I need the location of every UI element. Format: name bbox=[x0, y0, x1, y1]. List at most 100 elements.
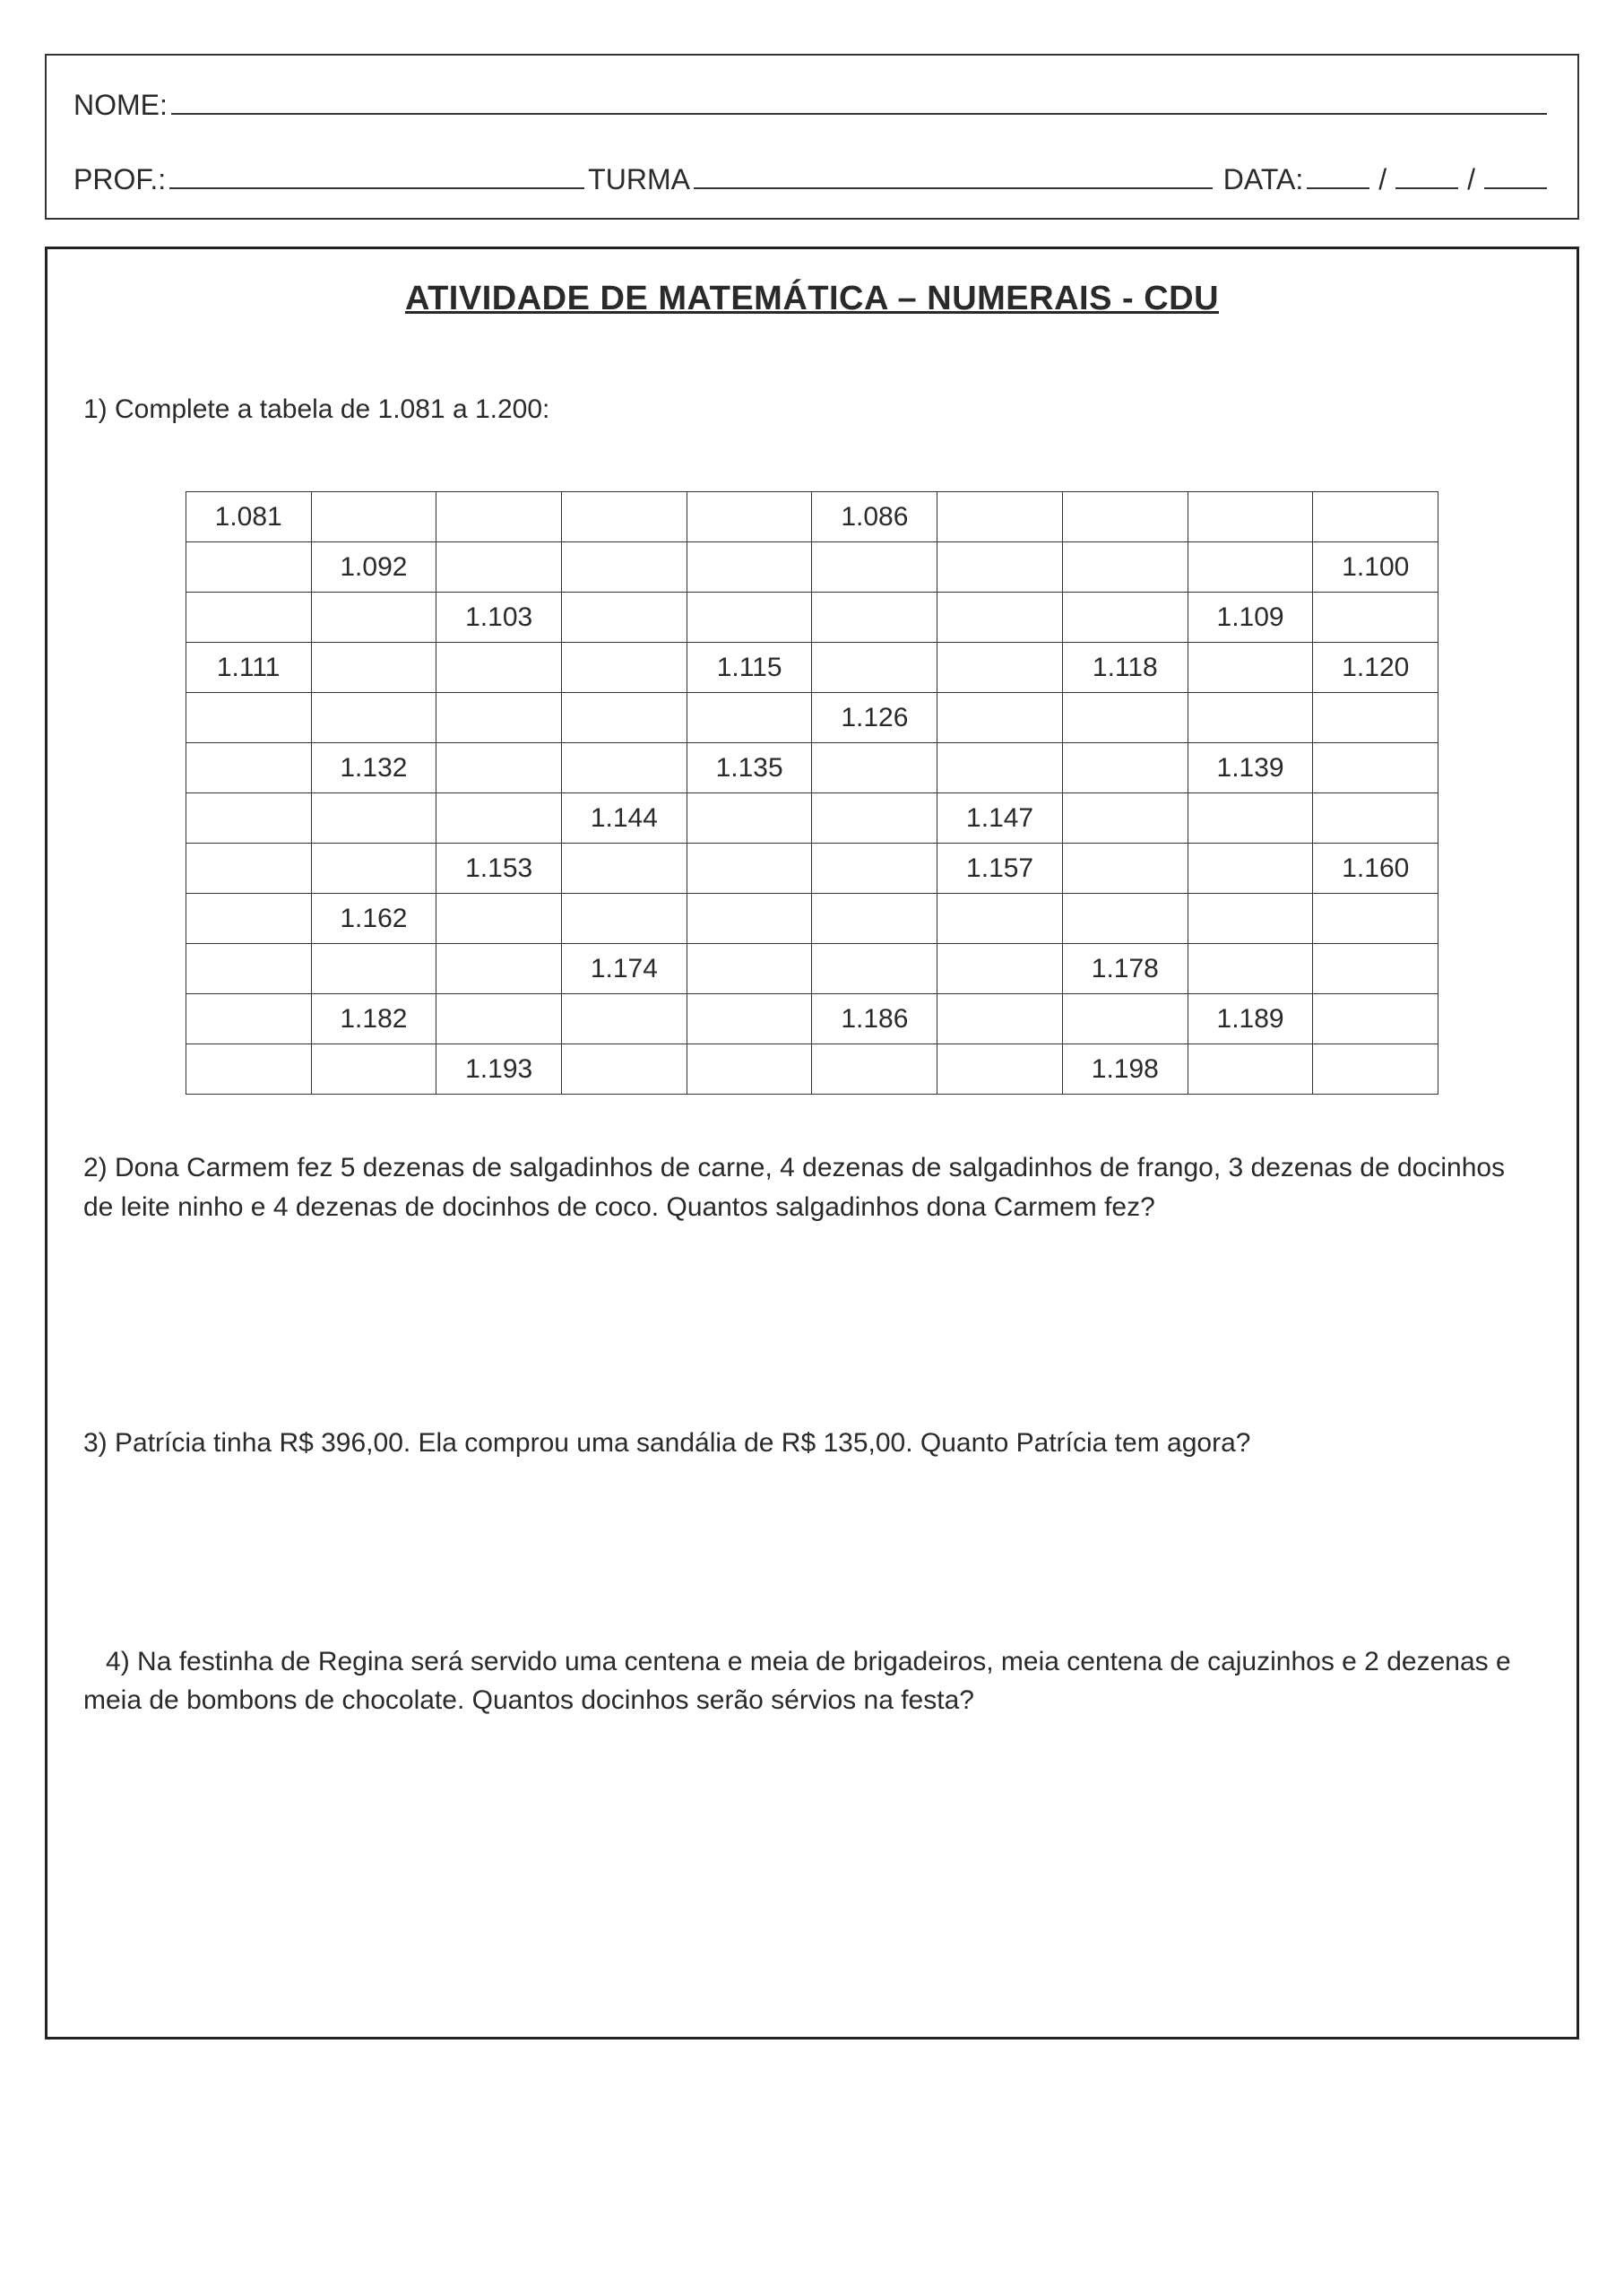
table-cell[interactable] bbox=[1313, 1044, 1438, 1095]
table-cell[interactable] bbox=[562, 542, 687, 593]
nome-field[interactable] bbox=[171, 81, 1547, 115]
table-cell[interactable] bbox=[562, 693, 687, 743]
table-cell[interactable] bbox=[937, 593, 1063, 643]
table-cell[interactable] bbox=[311, 492, 436, 542]
table-cell[interactable] bbox=[311, 1044, 436, 1095]
table-cell[interactable] bbox=[937, 643, 1063, 693]
table-cell[interactable] bbox=[186, 743, 311, 793]
table-cell[interactable] bbox=[1188, 1044, 1313, 1095]
table-cell[interactable] bbox=[562, 1044, 687, 1095]
table-cell[interactable] bbox=[687, 894, 812, 944]
table-cell[interactable] bbox=[812, 593, 937, 643]
table-cell[interactable] bbox=[436, 542, 562, 593]
table-cell[interactable] bbox=[311, 693, 436, 743]
table-cell[interactable] bbox=[687, 994, 812, 1044]
table-cell[interactable] bbox=[937, 492, 1063, 542]
table-cell[interactable] bbox=[1313, 894, 1438, 944]
table-cell[interactable] bbox=[937, 944, 1063, 994]
table-cell[interactable] bbox=[1188, 793, 1313, 844]
table-cell[interactable] bbox=[186, 844, 311, 894]
table-cell[interactable] bbox=[812, 743, 937, 793]
prof-field[interactable] bbox=[169, 154, 584, 188]
table-cell[interactable] bbox=[1188, 844, 1313, 894]
table-cell[interactable] bbox=[1188, 492, 1313, 542]
table-cell[interactable] bbox=[186, 793, 311, 844]
table-cell[interactable] bbox=[436, 894, 562, 944]
table-cell[interactable] bbox=[937, 894, 1063, 944]
table-cell[interactable] bbox=[1313, 693, 1438, 743]
table-cell[interactable] bbox=[687, 844, 812, 894]
table-cell[interactable] bbox=[812, 844, 937, 894]
table-cell[interactable] bbox=[311, 944, 436, 994]
table-cell[interactable] bbox=[562, 643, 687, 693]
table-cell[interactable] bbox=[436, 492, 562, 542]
table-cell[interactable] bbox=[562, 994, 687, 1044]
answer-space-3[interactable] bbox=[83, 1517, 1541, 1642]
table-cell[interactable] bbox=[687, 1044, 812, 1095]
table-cell[interactable] bbox=[186, 593, 311, 643]
table-cell[interactable] bbox=[937, 994, 1063, 1044]
table-cell[interactable] bbox=[1062, 793, 1188, 844]
table-cell[interactable] bbox=[1313, 743, 1438, 793]
table-cell[interactable] bbox=[186, 693, 311, 743]
table-cell[interactable] bbox=[436, 944, 562, 994]
table-cell[interactable] bbox=[1062, 994, 1188, 1044]
table-cell[interactable] bbox=[937, 1044, 1063, 1095]
table-cell[interactable] bbox=[1188, 643, 1313, 693]
table-cell[interactable] bbox=[562, 844, 687, 894]
table-cell[interactable] bbox=[436, 793, 562, 844]
table-cell[interactable] bbox=[1313, 994, 1438, 1044]
table-cell[interactable] bbox=[311, 844, 436, 894]
table-cell[interactable] bbox=[937, 693, 1063, 743]
table-cell[interactable] bbox=[1062, 542, 1188, 593]
table-cell[interactable] bbox=[1313, 944, 1438, 994]
table-cell[interactable] bbox=[1062, 492, 1188, 542]
table-cell[interactable] bbox=[1062, 844, 1188, 894]
table-cell[interactable] bbox=[436, 643, 562, 693]
table-cell[interactable] bbox=[1313, 492, 1438, 542]
table-cell[interactable] bbox=[186, 1044, 311, 1095]
data-year-field[interactable] bbox=[1484, 154, 1547, 188]
table-cell[interactable] bbox=[186, 944, 311, 994]
turma-field[interactable] bbox=[694, 154, 1213, 188]
table-cell[interactable] bbox=[687, 793, 812, 844]
table-cell[interactable] bbox=[186, 542, 311, 593]
table-cell[interactable] bbox=[812, 894, 937, 944]
table-cell[interactable] bbox=[1062, 743, 1188, 793]
table-cell[interactable] bbox=[311, 793, 436, 844]
table-cell[interactable] bbox=[687, 693, 812, 743]
table-cell[interactable] bbox=[937, 743, 1063, 793]
table-cell[interactable] bbox=[436, 693, 562, 743]
table-cell[interactable] bbox=[812, 793, 937, 844]
table-cell[interactable] bbox=[937, 542, 1063, 593]
table-cell[interactable] bbox=[687, 593, 812, 643]
table-cell[interactable] bbox=[1188, 944, 1313, 994]
table-cell[interactable] bbox=[436, 994, 562, 1044]
table-cell[interactable] bbox=[812, 1044, 937, 1095]
table-cell[interactable] bbox=[1188, 542, 1313, 593]
table-cell[interactable] bbox=[1313, 593, 1438, 643]
table-cell[interactable] bbox=[812, 643, 937, 693]
data-day-field[interactable] bbox=[1307, 154, 1369, 188]
table-cell[interactable] bbox=[311, 643, 436, 693]
answer-space-2[interactable] bbox=[83, 1280, 1541, 1424]
table-cell[interactable] bbox=[311, 593, 436, 643]
table-cell[interactable] bbox=[812, 542, 937, 593]
table-cell[interactable] bbox=[562, 492, 687, 542]
table-cell[interactable] bbox=[562, 894, 687, 944]
data-month-field[interactable] bbox=[1395, 154, 1458, 188]
table-cell[interactable] bbox=[186, 994, 311, 1044]
table-cell[interactable] bbox=[687, 542, 812, 593]
table-cell[interactable] bbox=[1062, 894, 1188, 944]
table-cell[interactable] bbox=[562, 593, 687, 643]
table-cell[interactable] bbox=[186, 894, 311, 944]
table-cell[interactable] bbox=[687, 492, 812, 542]
table-cell[interactable] bbox=[687, 944, 812, 994]
table-cell[interactable] bbox=[1062, 693, 1188, 743]
table-cell[interactable] bbox=[562, 743, 687, 793]
table-cell[interactable] bbox=[1188, 693, 1313, 743]
table-cell[interactable] bbox=[812, 944, 937, 994]
table-cell[interactable] bbox=[1062, 593, 1188, 643]
table-cell[interactable] bbox=[1188, 894, 1313, 944]
table-cell[interactable] bbox=[1313, 793, 1438, 844]
